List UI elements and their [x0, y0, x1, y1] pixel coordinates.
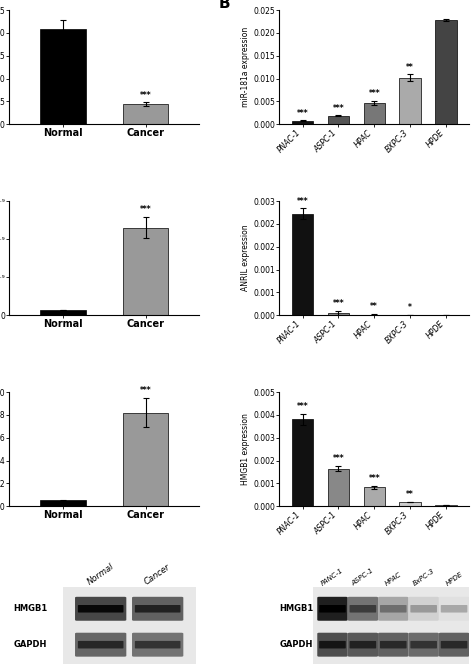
- FancyBboxPatch shape: [439, 597, 469, 621]
- Text: Normal: Normal: [86, 562, 116, 587]
- FancyBboxPatch shape: [63, 587, 196, 665]
- Bar: [435, 20, 457, 124]
- Text: BxPC-3: BxPC-3: [412, 567, 436, 587]
- FancyBboxPatch shape: [441, 641, 467, 648]
- FancyBboxPatch shape: [78, 641, 123, 648]
- FancyBboxPatch shape: [347, 597, 378, 621]
- FancyBboxPatch shape: [75, 597, 127, 621]
- Bar: [40, 30, 86, 124]
- Text: ***: ***: [297, 196, 309, 206]
- FancyBboxPatch shape: [441, 605, 467, 613]
- Bar: [292, 121, 313, 124]
- Bar: [364, 487, 385, 506]
- Bar: [364, 103, 385, 124]
- Text: **: **: [406, 490, 414, 499]
- FancyBboxPatch shape: [378, 597, 409, 621]
- Text: ***: ***: [333, 103, 344, 112]
- Bar: [400, 77, 421, 124]
- FancyBboxPatch shape: [380, 605, 407, 613]
- Y-axis label: ANRIL expression: ANRIL expression: [241, 225, 250, 292]
- FancyBboxPatch shape: [409, 633, 439, 657]
- FancyBboxPatch shape: [78, 605, 123, 613]
- FancyBboxPatch shape: [410, 641, 437, 648]
- Bar: [328, 116, 349, 124]
- Y-axis label: miR-181a expression: miR-181a expression: [241, 27, 250, 108]
- Text: ***: ***: [140, 205, 152, 214]
- Text: Cancer: Cancer: [143, 562, 173, 587]
- Text: HPAC: HPAC: [384, 571, 403, 587]
- Text: ***: ***: [140, 91, 152, 99]
- Text: HMGB1: HMGB1: [13, 604, 47, 614]
- Text: ***: ***: [333, 300, 344, 308]
- FancyBboxPatch shape: [409, 597, 439, 621]
- FancyBboxPatch shape: [349, 605, 376, 613]
- FancyBboxPatch shape: [135, 605, 181, 613]
- Text: ***: ***: [140, 386, 152, 395]
- FancyBboxPatch shape: [317, 633, 347, 657]
- Text: B: B: [219, 0, 230, 11]
- FancyBboxPatch shape: [319, 605, 346, 613]
- Bar: [328, 468, 349, 506]
- Text: ***: ***: [368, 89, 380, 99]
- Text: ***: ***: [368, 474, 380, 482]
- Y-axis label: HMGB1 expression: HMGB1 expression: [241, 413, 250, 485]
- FancyBboxPatch shape: [313, 587, 469, 665]
- Text: GAPDH: GAPDH: [279, 640, 313, 649]
- Bar: [123, 228, 168, 315]
- FancyBboxPatch shape: [319, 641, 346, 648]
- FancyBboxPatch shape: [347, 633, 378, 657]
- Text: ASPC-1: ASPC-1: [351, 567, 375, 587]
- Bar: [292, 419, 313, 506]
- Text: *: *: [408, 303, 412, 312]
- FancyBboxPatch shape: [380, 641, 407, 648]
- FancyBboxPatch shape: [135, 641, 181, 648]
- Text: GAPDH: GAPDH: [13, 640, 46, 649]
- Text: HMGB1: HMGB1: [279, 604, 313, 614]
- FancyBboxPatch shape: [439, 633, 469, 657]
- Text: ***: ***: [297, 402, 309, 411]
- Bar: [292, 214, 313, 315]
- Bar: [123, 104, 168, 124]
- FancyBboxPatch shape: [317, 597, 347, 621]
- Text: ***: ***: [297, 109, 309, 118]
- FancyBboxPatch shape: [349, 641, 376, 648]
- Text: HPDE: HPDE: [445, 571, 464, 587]
- Bar: [123, 413, 168, 506]
- Text: **: **: [370, 302, 378, 311]
- Bar: [328, 313, 349, 315]
- Text: **: **: [406, 62, 414, 71]
- FancyBboxPatch shape: [75, 633, 127, 657]
- FancyBboxPatch shape: [410, 605, 437, 613]
- Text: ***: ***: [333, 454, 344, 463]
- FancyBboxPatch shape: [378, 633, 409, 657]
- Bar: [40, 310, 86, 315]
- Bar: [400, 502, 421, 506]
- Text: PANC-1: PANC-1: [320, 567, 345, 587]
- Bar: [435, 505, 457, 506]
- FancyBboxPatch shape: [132, 633, 183, 657]
- Bar: [40, 501, 86, 506]
- FancyBboxPatch shape: [132, 597, 183, 621]
